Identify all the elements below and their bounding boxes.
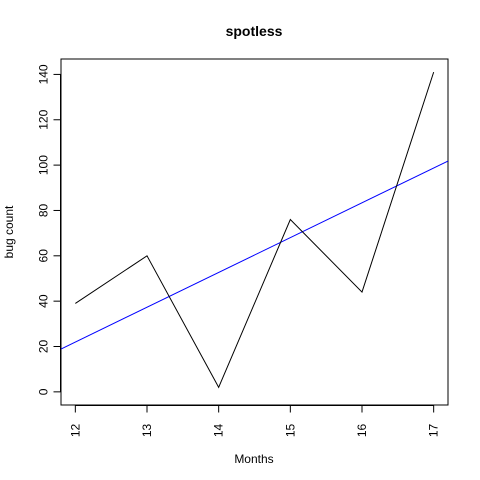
x-tick-label: 16 [355, 424, 369, 438]
x-tick-label: 13 [140, 424, 154, 438]
trend-line [61, 160, 448, 350]
y-tick-label: 60 [37, 249, 51, 263]
y-tick-label: 140 [37, 64, 51, 84]
y-tick-label: 40 [37, 294, 51, 308]
x-tick-label: 17 [427, 424, 441, 438]
y-tick-label: 100 [37, 155, 51, 175]
x-tick-label: 14 [212, 424, 226, 438]
y-tick-label: 20 [37, 340, 51, 354]
y-tick-label: 80 [37, 203, 51, 217]
x-axis-label: Months [234, 452, 273, 466]
series-line-0 [75, 71, 435, 389]
chart-title: spotless [226, 23, 283, 39]
y-tick-label: 0 [37, 388, 51, 395]
x-tick-label: 15 [283, 424, 297, 438]
y-axis-label: bug count [2, 205, 16, 258]
y-tick-label: 120 [37, 109, 51, 129]
axes: 12 13 14 15 16 17 0 20 40 60 80 100 120 140 [37, 64, 441, 437]
x-tick-label: 12 [68, 424, 82, 438]
